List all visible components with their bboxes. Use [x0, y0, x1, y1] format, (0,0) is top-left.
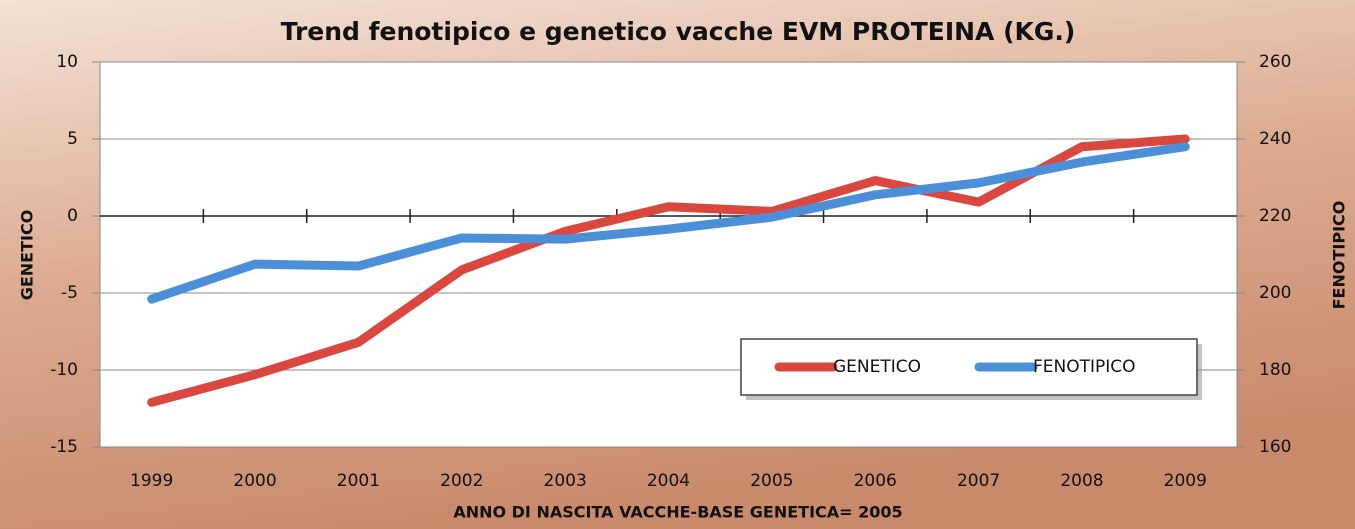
x-tick-label: 2005: [750, 471, 793, 491]
x-tick-label: 1999: [130, 471, 173, 491]
chart-title: Trend fenotipico e genetico vacche EVM P…: [281, 17, 1076, 46]
legend: GENETICO FENOTIPICO: [740, 338, 1202, 400]
y2-tick-label: 240: [1259, 129, 1291, 149]
y2-axis-label: FENOTIPICO: [1330, 201, 1349, 310]
legend-label: FENOTIPICO: [1033, 357, 1136, 377]
y2-tick-label: 200: [1259, 283, 1291, 303]
y-tick-label: 0: [67, 206, 78, 226]
y-tick-label: 5: [67, 129, 78, 149]
y2-tick-label: 220: [1259, 206, 1291, 226]
x-tick-label: 2001: [337, 471, 380, 491]
legend-box: [740, 338, 1198, 396]
y2-tick-label: 260: [1259, 52, 1291, 72]
x-tick-label: 2008: [1060, 471, 1103, 491]
x-tick-label: 2003: [544, 471, 587, 491]
x-tick-label: 2009: [1164, 471, 1207, 491]
x-tick-label: 2004: [647, 471, 690, 491]
x-tick-label: 2000: [233, 471, 276, 491]
data-line: [147, 142, 1190, 304]
y-tick-label: 10: [56, 52, 78, 72]
y-axis-label: GENETICO: [18, 210, 37, 301]
x-axis-label: ANNO DI NASCITA VACCHE-BASE GENETICA= 20…: [453, 503, 902, 522]
x-tick-label: 2006: [854, 471, 897, 491]
y-tick-label: -15: [50, 437, 78, 457]
y2-tick-label: 180: [1259, 360, 1291, 380]
y2-tick-label: 160: [1259, 437, 1291, 457]
y-tick-label: -5: [61, 283, 78, 303]
legend-label: GENETICO: [833, 357, 921, 377]
y-tick-label: -10: [50, 360, 78, 380]
data-line: [147, 134, 1190, 407]
x-tick-label: 2007: [957, 471, 1000, 491]
x-tick-label: 2002: [440, 471, 483, 491]
